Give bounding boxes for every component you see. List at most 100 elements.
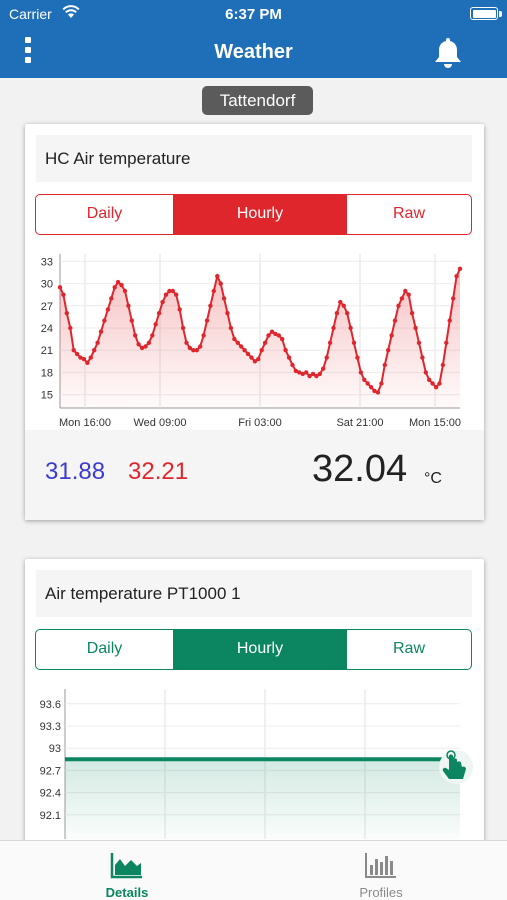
data-point: [423, 370, 428, 375]
data-point: [273, 331, 278, 337]
location-label[interactable]: Tattendorf: [202, 86, 313, 115]
data-point: [139, 345, 145, 351]
data-point: [286, 355, 292, 360]
data-point: [170, 288, 175, 294]
data-point: [327, 340, 333, 345]
data-point: [88, 355, 93, 360]
data-point: [78, 355, 83, 360]
data-point: [358, 370, 364, 375]
data-point: [204, 318, 210, 323]
y-tick-label: 93: [49, 743, 61, 755]
data-point: [122, 288, 128, 294]
menu-icon[interactable]: [20, 37, 36, 67]
data-point: [201, 333, 206, 338]
data-point: [338, 299, 343, 305]
data-point: [451, 296, 456, 301]
x-tick-label: Mon 15:00: [409, 417, 461, 429]
data-point: [133, 333, 138, 338]
data-point: [300, 371, 305, 377]
data-point: [191, 348, 196, 353]
data-point: [293, 368, 299, 374]
tab-daily[interactable]: Daily: [36, 630, 174, 669]
data-point: [386, 348, 391, 353]
data-point: [98, 329, 104, 334]
data-point: [174, 292, 179, 297]
unit-label: °C: [424, 470, 442, 487]
tab-hourly[interactable]: Hourly: [174, 630, 346, 669]
temperature-chart[interactable]: 93.6 93.3 93 92.7 92.4 92.1: [25, 679, 484, 839]
tab-profiles[interactable]: Profiles: [321, 841, 441, 900]
drag-hand-icon[interactable]: [439, 750, 473, 784]
tab-details[interactable]: Details: [67, 841, 187, 900]
sensor-card-air-temperature-pt1000: Air temperature PT1000 1 Daily Hourly Ra…: [25, 559, 484, 859]
y-tick-label: 92.4: [40, 788, 61, 800]
data-point: [194, 348, 199, 353]
data-point: [324, 355, 329, 360]
data-point: [379, 381, 384, 386]
data-point: [331, 325, 336, 331]
data-point: [198, 344, 203, 349]
data-point: [437, 381, 442, 386]
data-point: [239, 344, 244, 349]
y-tick-label: 24: [41, 323, 53, 335]
data-point: [112, 285, 117, 290]
period-selector: Daily Hourly Raw: [35, 194, 472, 235]
tab-hourly[interactable]: Hourly: [174, 195, 346, 234]
data-point: [403, 288, 408, 294]
data-point: [276, 333, 281, 338]
tab-raw[interactable]: Raw: [346, 630, 471, 669]
page-title: Weather: [214, 41, 293, 63]
data-point: [126, 303, 131, 308]
tab-profiles-label: Profiles: [359, 885, 403, 900]
data-point: [109, 296, 114, 301]
data-point: [150, 333, 155, 338]
data-point: [392, 318, 398, 323]
bell-icon[interactable]: [433, 36, 463, 70]
data-point: [396, 303, 401, 308]
data-point: [420, 355, 425, 360]
data-point: [102, 318, 107, 323]
data-point: [160, 299, 165, 305]
data-point: [153, 322, 158, 327]
data-point: [416, 340, 422, 345]
max-value: 32.21: [128, 458, 189, 485]
data-point: [351, 340, 357, 345]
data-point: [119, 282, 124, 288]
data-point: [92, 348, 97, 353]
data-point: [74, 351, 80, 357]
bar-chart-icon: [365, 853, 396, 878]
data-point: [362, 377, 367, 382]
min-value: 31.88: [45, 458, 106, 485]
data-point: [143, 344, 148, 349]
data-point: [375, 390, 381, 395]
data-point: [430, 381, 435, 386]
tab-daily[interactable]: Daily: [36, 195, 174, 234]
tab-raw[interactable]: Raw: [346, 195, 471, 234]
data-point: [314, 373, 319, 379]
temperature-chart[interactable]: 33 30 27 24 21 18 15 Mon 16:00 Wed 09:00 Fri 03:…: [25, 244, 484, 430]
data-point: [163, 292, 169, 297]
data-point: [252, 359, 258, 364]
tab-bar: Details Profiles: [0, 840, 507, 900]
data-point: [218, 281, 223, 286]
data-point: [389, 333, 394, 338]
series-line: [59, 268, 461, 394]
data-point: [81, 356, 87, 362]
data-point: [317, 371, 322, 377]
data-point: [215, 274, 220, 279]
data-point: [57, 285, 63, 290]
data-point: [95, 340, 100, 345]
data-point: [259, 348, 264, 353]
data-point: [427, 377, 432, 382]
data-point: [454, 274, 459, 279]
data-point: [406, 292, 411, 297]
data-point: [283, 348, 288, 353]
data-point: [129, 318, 134, 323]
data-point: [208, 303, 213, 308]
y-tick-label: 30: [41, 279, 53, 291]
data-point: [228, 325, 234, 331]
status-bar: Carrier 6:37 PM: [0, 0, 507, 28]
data-point: [167, 288, 172, 294]
data-point: [457, 266, 463, 271]
data-point: [310, 371, 316, 377]
